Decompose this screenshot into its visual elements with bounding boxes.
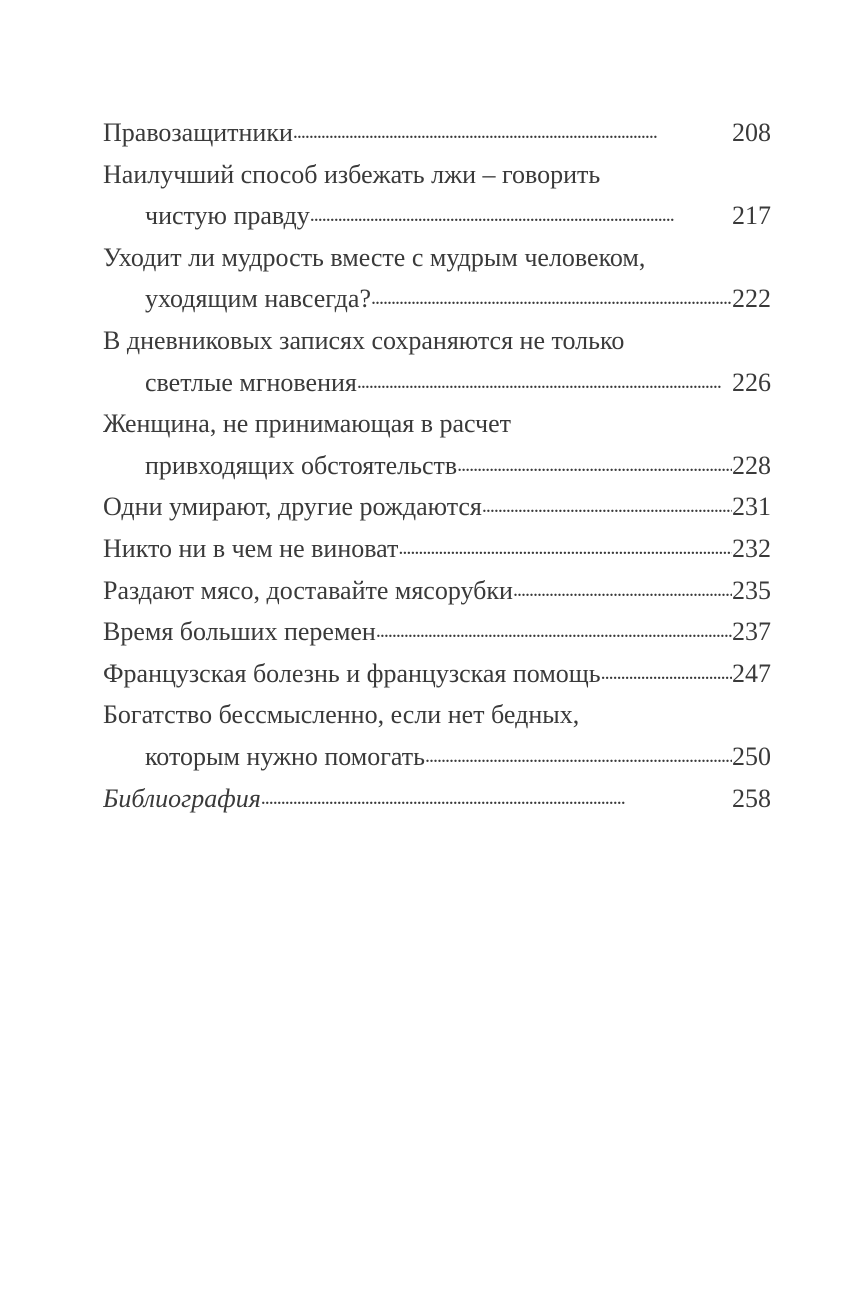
toc-entry-title: Правозащитники (103, 118, 293, 147)
toc-line: Время больших перемен 237 (103, 611, 771, 653)
toc-line: Наилучший способ избежать лжи – говорить (103, 154, 771, 196)
toc-line: Никто ни в чем не виноват 232 (103, 528, 771, 570)
toc-entry-title: чистую правду (145, 201, 310, 231)
toc-entry-title: которым нужно помогать (145, 741, 425, 771)
toc-entry: Правозащитники 208 (103, 112, 771, 154)
toc-entry: Время больших перемен 237 (103, 611, 771, 653)
table-of-contents: Правозащитники 208 Наилучший способ избежа… (103, 112, 771, 819)
toc-entry: Французская болезнь и французская помощь… (103, 653, 771, 695)
toc-page-number: 228 (732, 450, 771, 480)
toc-entry-title: Одни умирают, другие рождаются (103, 492, 482, 522)
toc-entry-title: Женщина, не принимающая в расчет (103, 409, 512, 439)
toc-line: Раздают мясо, доставайте мясорубки 235 (103, 570, 771, 612)
dot-leader (457, 445, 732, 487)
toc-line: Одни умирают, другие рождаются 231 (103, 486, 771, 528)
toc-entry-title: Богатство бессмысленно, если нет бедных, (103, 700, 580, 730)
toc-line: уходящим навсегда? 222 (103, 278, 771, 320)
toc-page-number: 226 (732, 367, 771, 397)
toc-entry: Библиография 258 (103, 778, 771, 820)
dot-leader (398, 528, 732, 570)
dot-leader (310, 195, 732, 237)
toc-line: В дневниковых записях сохраняются не тол… (103, 320, 771, 362)
toc-line: Уходит ли мудрость вместе с мудрым челов… (103, 237, 771, 279)
toc-entry-title: светлые мгновения (145, 367, 357, 397)
toc-entry: В дневниковых записях сохраняются не тол… (103, 320, 771, 403)
toc-entry-title: Никто ни в чем не виноват (103, 533, 399, 563)
toc-page-number: 237 (732, 617, 771, 647)
toc-entry-title: Время больших перемен (103, 617, 376, 647)
toc-entry: Женщина, не принимающая в расчет привходя… (103, 403, 771, 486)
toc-entry-title: уходящим навсегда? (145, 284, 371, 314)
toc-entry-title: привходящих обстоятельств (145, 450, 458, 480)
toc-page-number: 258 (732, 783, 771, 813)
toc-entry-title: Французская болезнь и французская помощь (103, 658, 601, 688)
toc-entry-title: Библиография (103, 783, 261, 813)
toc-entry-title: Раздают мясо, доставайте мясорубки (103, 575, 513, 605)
dot-leader (293, 112, 732, 154)
toc-page-number: 222 (732, 284, 771, 314)
toc-entry: Наилучший способ избежать лжи – говорить… (103, 154, 771, 237)
toc-entry-title: Наилучший способ избежать лжи – говорить (103, 159, 601, 189)
toc-page-number: 250 (732, 741, 771, 771)
toc-line: Французская болезнь и французская помощь… (103, 653, 771, 695)
toc-page-number: 232 (732, 533, 771, 563)
dot-leader (261, 778, 732, 820)
toc-entry-title: В дневниковых записях сохраняются не тол… (103, 325, 625, 355)
dot-leader (376, 611, 732, 653)
dot-leader (601, 653, 732, 695)
toc-line: чистую правду 217 (103, 195, 771, 237)
toc-line: Библиография 258 (103, 778, 771, 820)
toc-line: Богатство бессмысленно, если нет бедных, (103, 694, 771, 736)
toc-page-number: 208 (732, 118, 771, 147)
dot-leader (513, 570, 732, 612)
dot-leader (371, 278, 732, 320)
toc-entry: Никто ни в чем не виноват 232 (103, 528, 771, 570)
toc-line: светлые мгновения 226 (103, 362, 771, 404)
toc-page-number: 247 (732, 658, 771, 688)
dot-leader (357, 362, 732, 404)
toc-page-number: 217 (732, 201, 771, 231)
dot-leader (425, 736, 732, 778)
toc-entry-title: Уходит ли мудрость вместе с мудрым челов… (103, 242, 646, 272)
toc-line: Женщина, не принимающая в расчет (103, 403, 771, 445)
toc-entry: Богатство бессмысленно, если нет бедных,… (103, 694, 771, 777)
toc-line: Правозащитники 208 (103, 112, 771, 154)
dot-leader (482, 486, 732, 528)
toc-page-number: 235 (732, 575, 771, 605)
toc-page-number: 231 (732, 492, 771, 522)
toc-entry: Уходит ли мудрость вместе с мудрым челов… (103, 237, 771, 320)
toc-line: привходящих обстоятельств 228 (103, 445, 771, 487)
toc-entry: Раздают мясо, доставайте мясорубки 235 (103, 570, 771, 612)
toc-line: которым нужно помогать 250 (103, 736, 771, 778)
toc-entry: Одни умирают, другие рождаются 231 (103, 486, 771, 528)
